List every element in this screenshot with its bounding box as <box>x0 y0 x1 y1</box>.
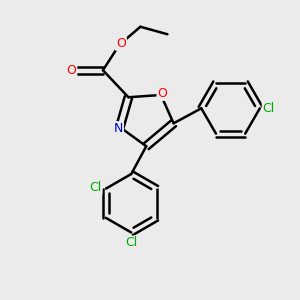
Text: Cl: Cl <box>89 181 101 194</box>
Text: O: O <box>116 37 126 50</box>
Text: Cl: Cl <box>125 236 137 250</box>
Text: O: O <box>67 64 76 77</box>
Text: N: N <box>114 122 123 135</box>
Text: Cl: Cl <box>263 102 275 115</box>
Text: O: O <box>158 87 167 100</box>
